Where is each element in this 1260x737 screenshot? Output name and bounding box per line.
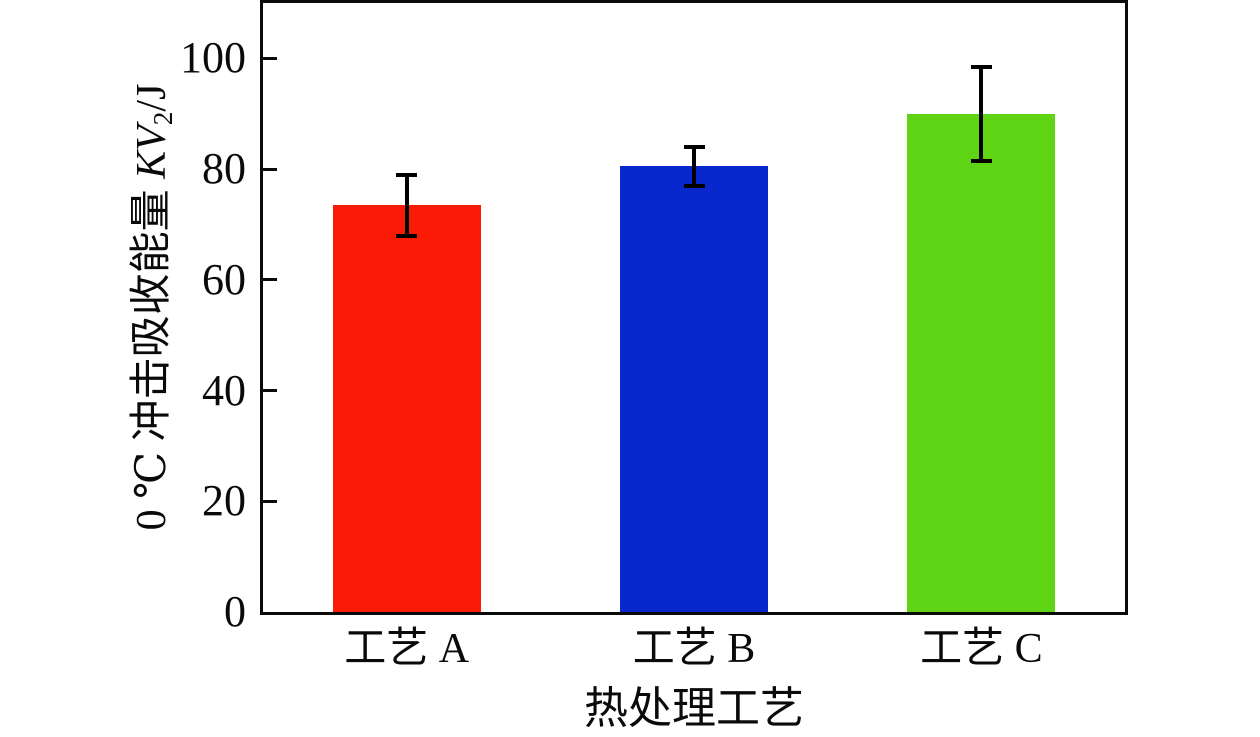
y-axis-tick-mark — [263, 56, 277, 60]
bar-工艺A — [332, 205, 481, 612]
error-bar — [404, 174, 409, 236]
x-axis-tick-label: 工艺 B — [632, 626, 756, 672]
y-axis-unit: /J — [129, 83, 175, 112]
plot-area — [260, 0, 1128, 615]
error-bar-cap-top — [396, 172, 418, 177]
y-axis-tick-label: 80 — [202, 144, 246, 194]
error-bar — [979, 66, 984, 161]
y-axis-tick-label: 100 — [180, 33, 246, 83]
y-axis-tick-label: 0 — [224, 587, 246, 636]
bar-工艺B — [620, 166, 768, 612]
error-bar — [692, 146, 696, 186]
y-axis-tick-label: 60 — [202, 254, 246, 304]
y-axis-title-text: 0 ℃ 冲击吸收能量 — [129, 178, 175, 531]
x-axis-tick-label: 工艺 A — [344, 626, 470, 672]
y-axis-symbol-subscript: 2 — [147, 111, 178, 126]
y-axis-tick-mark — [263, 278, 277, 282]
y-axis-tick-label: 20 — [202, 476, 246, 526]
error-bar-cap-top — [970, 64, 992, 69]
x-axis-title: 热处理工艺 — [584, 684, 804, 733]
error-bar-cap-bottom — [396, 233, 418, 238]
y-axis-tick-mark — [263, 499, 277, 503]
y-axis-tick-mark — [263, 167, 277, 171]
error-bar-cap-bottom — [970, 158, 992, 163]
error-bar-cap-bottom — [683, 183, 705, 188]
y-axis-tick-mark — [263, 389, 277, 393]
bar-工艺C — [907, 113, 1056, 612]
x-axis-tick-label: 工艺 C — [920, 626, 1043, 672]
error-bar-cap-top — [683, 144, 705, 149]
y-axis-tick-label: 40 — [202, 365, 246, 415]
